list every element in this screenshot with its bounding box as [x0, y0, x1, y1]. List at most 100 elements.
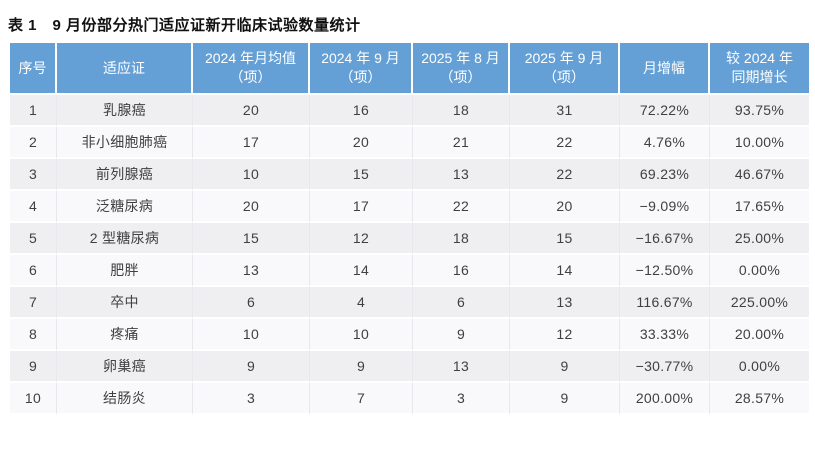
column-header-line: （项） — [229, 69, 272, 85]
value-cell: 15 — [310, 159, 413, 191]
value-cell: 46.67% — [710, 159, 809, 191]
table-row: 8 疼痛 10 10 9 12 33.33% 20.00% — [10, 319, 809, 351]
value-cell: 14 — [510, 255, 620, 287]
value-cell: 3 — [193, 383, 310, 415]
value-cell: 13 — [413, 159, 510, 191]
value-cell: 20 — [510, 191, 620, 223]
table-row: 4 泛糖尿病 20 17 22 20 −9.09% 17.65% — [10, 191, 809, 223]
indication-cell: 前列腺癌 — [57, 159, 193, 191]
value-cell: −12.50% — [620, 255, 710, 287]
row-index-cell: 9 — [10, 351, 57, 383]
indication-cell: 非小细胞肺癌 — [57, 127, 193, 159]
value-cell: 20.00% — [710, 319, 809, 351]
column-header: 2024 年 9 月 （项） — [310, 43, 413, 95]
column-header: 适应证 — [57, 43, 193, 95]
value-cell: 3 — [413, 383, 510, 415]
row-index-cell: 4 — [10, 191, 57, 223]
table-row: 6 肥胖 13 14 16 14 −12.50% 0.00% — [10, 255, 809, 287]
column-header-line: 2024 年 9 月 — [321, 50, 400, 66]
value-cell: −30.77% — [620, 351, 710, 383]
value-cell: 20 — [193, 95, 310, 127]
value-cell: 13 — [193, 255, 310, 287]
value-cell: 9 — [310, 351, 413, 383]
value-cell: 10 — [310, 319, 413, 351]
table-row: 1 乳腺癌 20 16 18 31 72.22% 93.75% — [10, 95, 809, 127]
value-cell: 225.00% — [710, 287, 809, 319]
value-cell: 12 — [310, 223, 413, 255]
row-index-cell: 10 — [10, 383, 57, 415]
value-cell: 31 — [510, 95, 620, 127]
indication-cell: 疼痛 — [57, 319, 193, 351]
value-cell: 20 — [310, 127, 413, 159]
indication-cell: 结肠炎 — [57, 383, 193, 415]
value-cell: 0.00% — [710, 351, 809, 383]
value-cell: 33.33% — [620, 319, 710, 351]
value-cell: 25.00% — [710, 223, 809, 255]
value-cell: 6 — [413, 287, 510, 319]
value-cell: 17 — [310, 191, 413, 223]
value-cell: 4.76% — [620, 127, 710, 159]
indication-cell: 2 型糖尿病 — [57, 223, 193, 255]
value-cell: 14 — [310, 255, 413, 287]
column-header-line: 较 2024 年 — [726, 50, 793, 66]
value-cell: −16.67% — [620, 223, 710, 255]
table-caption: 表 1 9 月份部分热门适应证新开临床试验数量统计 — [8, 17, 361, 34]
column-header-line: （项） — [439, 69, 482, 85]
value-cell: 28.57% — [710, 383, 809, 415]
column-header: 序号 — [10, 43, 57, 95]
value-cell: 7 — [310, 383, 413, 415]
value-cell: 10.00% — [710, 127, 809, 159]
value-cell: 18 — [413, 95, 510, 127]
column-header: 较 2024 年同期增长 — [710, 43, 809, 95]
value-cell: 20 — [193, 191, 310, 223]
value-cell: 9 — [510, 383, 620, 415]
column-header-line: 适应证 — [103, 59, 145, 76]
value-cell: 9 — [413, 319, 510, 351]
value-cell: 17 — [193, 127, 310, 159]
column-header: 月增幅 — [620, 43, 710, 95]
column-header-line: 2024 年月均值 — [204, 50, 297, 66]
indication-cell: 泛糖尿病 — [57, 191, 193, 223]
indication-cell: 肥胖 — [57, 255, 193, 287]
column-header-line: 序号 — [18, 59, 47, 76]
value-cell: 116.67% — [620, 287, 710, 319]
value-cell: 13 — [510, 287, 620, 319]
row-index-cell: 7 — [10, 287, 57, 319]
value-cell: 16 — [310, 95, 413, 127]
value-cell: 93.75% — [710, 95, 809, 127]
table-row: 3 前列腺癌 10 15 13 22 69.23% 46.67% — [10, 159, 809, 191]
column-header-line: 同期增长 — [731, 69, 788, 85]
value-cell: 16 — [413, 255, 510, 287]
table-row: 2 非小细胞肺癌 17 20 21 22 4.76% 10.00% — [10, 127, 809, 159]
table-row: 9 卵巢癌 9 9 13 9 −30.77% 0.00% — [10, 351, 809, 383]
value-cell: 9 — [193, 351, 310, 383]
value-cell: 6 — [193, 287, 310, 319]
table-header: 序号 适应证 2024 年月均值 （项） 2024 年 9 月（项） 2025 年 8 月… — [10, 43, 809, 95]
column-header-line: 2025 年 9 月 — [524, 50, 604, 66]
value-cell: 0.00% — [710, 255, 809, 287]
column-header-line: 月增幅 — [643, 59, 685, 76]
row-index-cell: 5 — [10, 223, 57, 255]
value-cell: 12 — [510, 319, 620, 351]
row-index-cell: 6 — [10, 255, 57, 287]
header-row: 序号 适应证 2024 年月均值 （项） 2024 年 9 月（项） 2025 年 8 月… — [10, 43, 809, 95]
value-cell: 15 — [510, 223, 620, 255]
indication-cell: 卵巢癌 — [57, 351, 193, 383]
value-cell: 22 — [510, 127, 620, 159]
value-cell: −9.09% — [620, 191, 710, 223]
value-cell: 72.22% — [620, 95, 710, 127]
column-header: 2025 年 8 月 （项） — [413, 43, 510, 95]
value-cell: 200.00% — [620, 383, 710, 415]
column-header-line: （项） — [543, 69, 585, 85]
value-cell: 22 — [413, 191, 510, 223]
value-cell: 13 — [413, 351, 510, 383]
indication-cell: 乳腺癌 — [57, 95, 193, 127]
row-index-cell: 3 — [10, 159, 57, 191]
column-header: 2024 年月均值 （项） — [193, 43, 310, 95]
column-header: 2025 年 9 月 （项） — [510, 43, 620, 95]
indication-cell: 卒中 — [57, 287, 193, 319]
column-header-line: （项） — [339, 69, 382, 85]
table-row: 7 卒中 6 4 6 13 116.67% 225.00% — [10, 287, 809, 319]
table-row: 10 结肠炎 3 7 3 9 200.00% 28.57% — [10, 383, 809, 415]
